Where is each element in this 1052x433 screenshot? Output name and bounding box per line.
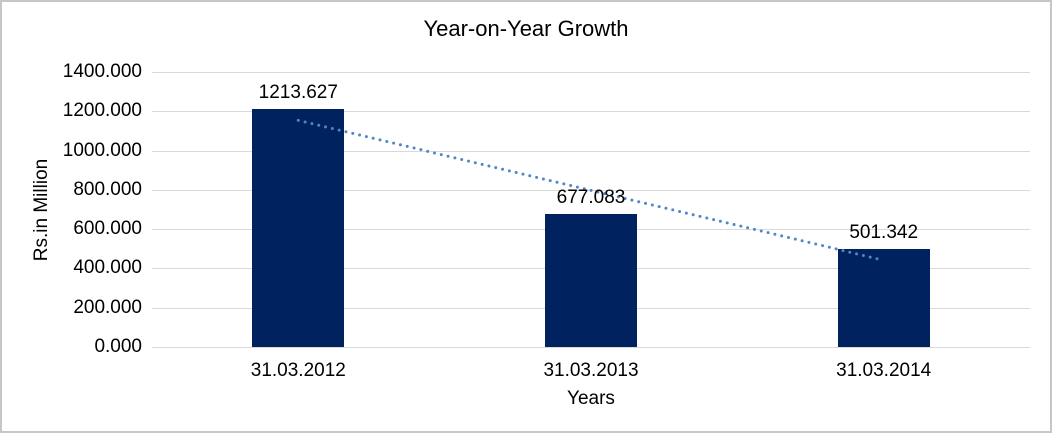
bar-value-label: 501.342: [849, 221, 919, 243]
bar: [837, 248, 930, 347]
x-tick-label: 31.03.2012: [250, 360, 346, 381]
y-tick-label: 0.000: [94, 336, 142, 357]
x-tick-label: 31.03.2013: [543, 360, 639, 381]
y-axis-title-text: Rs.in Million: [31, 158, 53, 261]
chart-title: Year-on-Year Growth: [423, 16, 629, 41]
y-tick-label: 800.000: [73, 178, 142, 200]
x-axis-title: Years: [567, 388, 615, 409]
bar: [545, 214, 637, 347]
y-tick-label: 1000.000: [62, 139, 142, 161]
bar: [252, 108, 345, 347]
y-tick-label: 200.000: [73, 296, 142, 318]
plot-area: 1213.627 677.083 501.342: [152, 72, 1030, 348]
y-tick-label: 1400.000: [62, 61, 142, 82]
x-tick-label: 31.03.2014: [836, 360, 932, 381]
y-tick-label: 1200.000: [62, 100, 142, 122]
y-tick-label: 600.000: [73, 218, 142, 240]
gridline: [152, 72, 1030, 73]
gridline: [152, 111, 1030, 113]
bar-value-label: 1213.627: [258, 81, 338, 103]
gridline: [152, 347, 1030, 348]
bar-value-label: 677.083: [556, 187, 626, 208]
y-tick-label: 400.000: [73, 257, 142, 279]
